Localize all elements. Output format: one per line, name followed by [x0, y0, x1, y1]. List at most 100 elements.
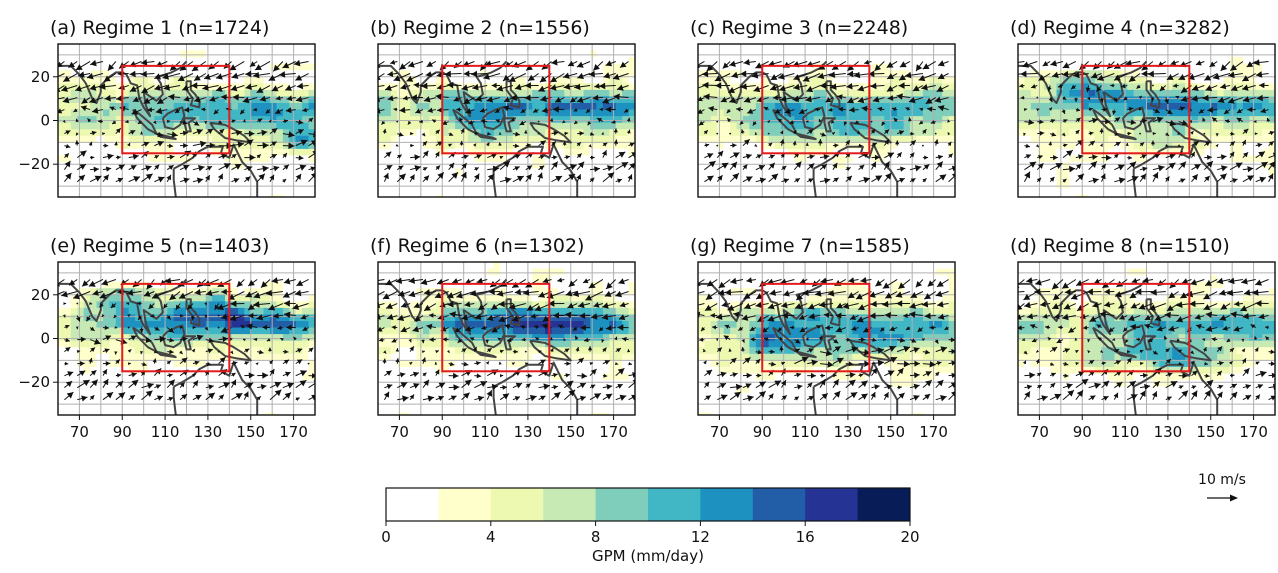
precip-cell	[429, 129, 437, 137]
precip-cell	[390, 188, 398, 196]
precip-cell	[83, 188, 91, 196]
precip-cell	[609, 148, 617, 157]
precip-cell	[378, 155, 386, 163]
precip-cell	[1043, 103, 1051, 111]
wind-vector-head	[182, 119, 188, 125]
precip-cell	[58, 57, 66, 65]
precip-cell	[935, 135, 943, 143]
precip-cell	[916, 96, 924, 104]
precip-cell	[141, 129, 149, 137]
wind-vector-head	[381, 120, 386, 125]
wind-vector-head	[740, 70, 747, 78]
precip-cell	[96, 168, 104, 176]
wind-vector-head	[589, 177, 595, 183]
precip-cell	[390, 103, 398, 111]
precip-cell	[289, 44, 297, 52]
precip-cell	[897, 188, 905, 196]
precip-cell	[442, 103, 450, 111]
wind-vector-head	[383, 173, 389, 180]
precip-cell	[622, 50, 630, 58]
precip-cell	[1037, 57, 1045, 65]
precip-cell	[448, 76, 456, 84]
wind-vector-head	[579, 131, 584, 136]
precip-cell	[96, 162, 104, 170]
precip-cell	[378, 129, 386, 137]
precip-cell	[1018, 89, 1026, 98]
wind-vector-head	[874, 64, 882, 71]
precip-cell	[897, 168, 905, 176]
precip-cell	[1236, 57, 1244, 65]
precip-cell	[90, 155, 98, 163]
precip-cell	[1075, 83, 1083, 91]
precip-cell	[596, 188, 604, 196]
precip-cell	[622, 148, 630, 157]
precip-cell	[820, 50, 828, 58]
wind-vector-head	[937, 105, 945, 112]
precip-cell	[1140, 57, 1148, 65]
wind-vector-head	[99, 83, 106, 90]
precip-cell	[730, 44, 738, 52]
precip-cell	[551, 175, 559, 183]
precip-cell	[231, 116, 239, 124]
wind-vector	[921, 144, 924, 147]
precip-cell	[710, 155, 718, 163]
precip-cell	[832, 155, 840, 163]
precip-cell	[384, 57, 392, 65]
precip-cell	[308, 142, 315, 150]
wind-vector-head	[282, 153, 287, 158]
precip-cell	[218, 122, 226, 130]
precip-cell	[1204, 116, 1212, 124]
precip-cell	[154, 168, 162, 176]
precip-cell	[1107, 50, 1115, 58]
precip-cell	[832, 116, 840, 124]
precip-cell	[800, 96, 808, 104]
precip-cell	[551, 188, 559, 196]
precip-cell	[58, 129, 66, 137]
precip-cell	[742, 109, 750, 117]
precip-cell	[807, 122, 815, 130]
precip-cell	[1249, 142, 1257, 150]
precip-cell	[1217, 135, 1225, 143]
precip-cell	[244, 50, 252, 58]
precip-cell	[570, 142, 578, 150]
precip-cell	[1159, 50, 1167, 58]
precip-cell	[212, 122, 220, 130]
precip-cell	[800, 57, 808, 65]
precip-cell	[557, 194, 565, 197]
wind-vector-head	[838, 106, 844, 112]
wind-vector-head	[242, 119, 246, 123]
wind-vector-head	[221, 94, 227, 101]
precip-cell	[922, 129, 930, 137]
precip-cell	[109, 44, 117, 52]
precip-cell	[493, 63, 501, 71]
precip-cell	[302, 103, 310, 111]
precip-cell	[1255, 89, 1263, 98]
precip-cell	[1082, 109, 1090, 117]
wind-vector-head	[881, 121, 886, 126]
precip-cell	[538, 135, 546, 143]
wind-vector-head	[140, 131, 143, 135]
wind-vector-head	[313, 131, 315, 138]
precip-cell	[212, 70, 220, 78]
precip-cell	[794, 168, 802, 176]
precip-cell	[122, 96, 130, 104]
wind-vector-head	[435, 129, 440, 135]
precip-cell	[704, 194, 712, 197]
precip-cell	[416, 142, 424, 150]
precip-cell	[70, 175, 78, 183]
precip-cell	[276, 70, 284, 78]
precip-cell	[710, 50, 718, 58]
wind-vector-head	[577, 153, 582, 158]
precip-cell	[583, 96, 591, 104]
precip-cell	[723, 89, 731, 98]
precip-cell	[128, 89, 136, 98]
precip-cell	[525, 44, 533, 52]
precip-cell	[109, 162, 117, 170]
precip-cell	[506, 116, 514, 124]
precip-cell	[577, 194, 585, 197]
precip-cell	[154, 50, 162, 58]
precip-cell	[1075, 57, 1083, 65]
precip-cell	[820, 76, 828, 84]
precip-cell	[135, 181, 143, 189]
precip-cell	[820, 122, 828, 130]
